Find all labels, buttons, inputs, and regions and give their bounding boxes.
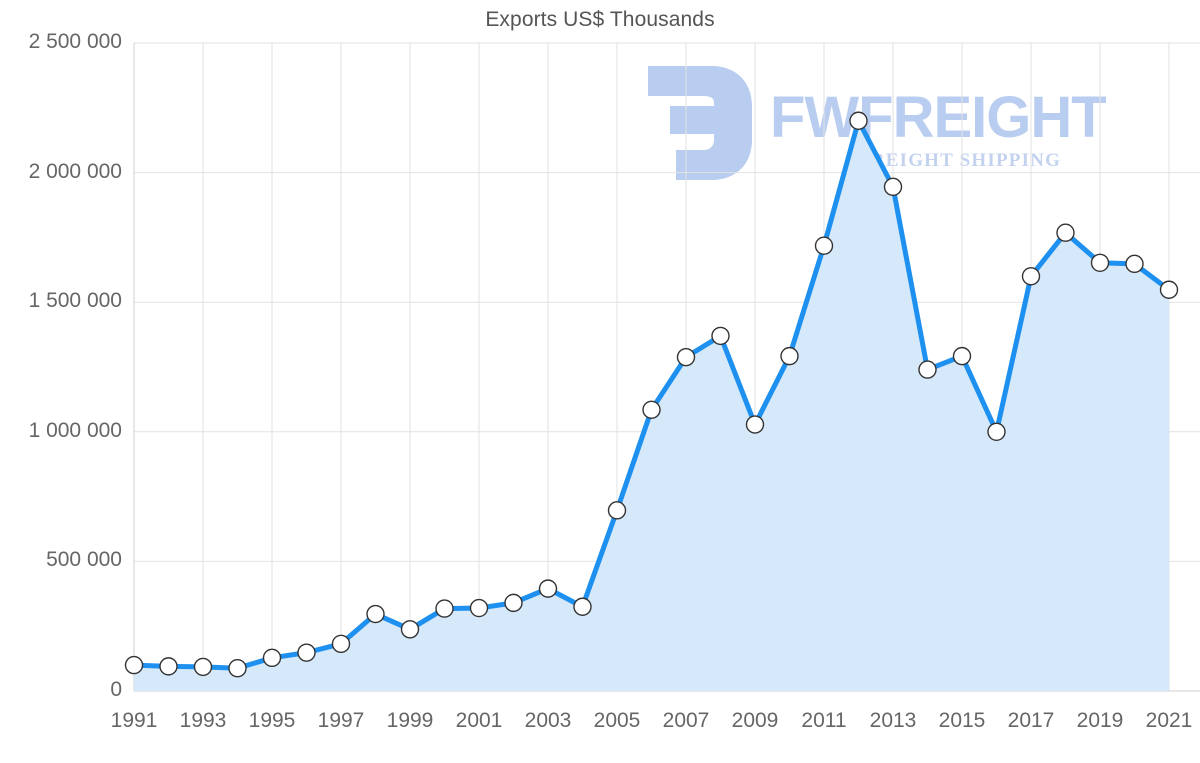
x-axis-tick-label: 1995 — [248, 709, 296, 732]
x-axis-tick-label: 2003 — [524, 709, 572, 732]
x-axis-tick-label: 1997 — [317, 709, 365, 732]
data-point-marker[interactable] — [504, 593, 523, 613]
data-point-marker[interactable] — [711, 326, 730, 346]
data-point-marker[interactable] — [1021, 267, 1041, 286]
data-point-marker[interactable] — [676, 347, 696, 367]
x-axis-tick-label: 2021 — [1145, 709, 1193, 732]
x-axis-tick-label: 2019 — [1076, 709, 1124, 732]
data-point-marker[interactable] — [366, 604, 385, 624]
data-point-marker[interactable] — [193, 657, 213, 677]
y-axis-tick-label: 1 500 000 — [28, 289, 122, 313]
x-axis-tick-label: 2007 — [662, 709, 710, 732]
data-point-marker[interactable] — [814, 236, 834, 255]
data-point-marker[interactable] — [780, 346, 799, 366]
data-point-marker[interactable] — [1125, 254, 1144, 274]
data-point-marker[interactable] — [1090, 253, 1110, 273]
data-point-marker[interactable] — [400, 620, 420, 639]
data-point-marker[interactable] — [1159, 280, 1179, 299]
data-point-marker[interactable] — [435, 599, 454, 618]
data-point-marker[interactable] — [228, 658, 247, 678]
data-point-marker[interactable] — [469, 598, 489, 618]
data-point-marker[interactable] — [297, 643, 316, 662]
data-point-marker[interactable] — [262, 648, 282, 668]
data-point-marker[interactable] — [159, 657, 178, 676]
data-point-marker[interactable] — [918, 360, 937, 379]
x-axis-tick-label: 1993 — [179, 709, 227, 732]
y-axis-tick-label: 2 000 000 — [28, 159, 122, 183]
data-point-marker[interactable] — [331, 634, 351, 654]
x-axis-tick-label: 2009 — [731, 709, 779, 732]
x-axis-tick-label: 2017 — [1007, 709, 1055, 732]
data-point-marker[interactable] — [1056, 223, 1075, 242]
data-point-marker[interactable] — [952, 346, 972, 366]
x-axis-tick-label: 2011 — [801, 709, 847, 732]
data-point-marker[interactable] — [642, 400, 661, 419]
data-point-marker[interactable] — [538, 579, 558, 598]
data-point-marker[interactable] — [987, 422, 1006, 441]
y-axis-tick-label: 0 — [110, 678, 122, 701]
data-point-marker[interactable] — [607, 501, 627, 520]
data-point-marker[interactable] — [124, 655, 144, 675]
data-point-marker[interactable] — [883, 177, 903, 197]
x-axis-tick-label: 2005 — [593, 709, 641, 732]
chart-title: Exports US$ Thousands — [485, 8, 715, 31]
x-axis-tick-label: 2001 — [455, 709, 503, 732]
x-axis-tick-label: 2015 — [938, 709, 986, 732]
y-axis-tick-label: 1 000 000 — [28, 418, 122, 442]
data-point-marker[interactable] — [745, 415, 765, 434]
y-axis-tick-label: 2 500 000 — [28, 30, 122, 53]
data-points — [124, 111, 1179, 678]
y-axis-tick-label: 500 000 — [46, 548, 122, 572]
series-area-fill — [134, 120, 1169, 691]
x-axis-tick-label: 2013 — [869, 709, 917, 732]
x-axis-tick-label: 1991 — [110, 709, 158, 732]
data-point-marker[interactable] — [573, 597, 592, 616]
data-point-marker[interactable] — [849, 111, 868, 130]
x-axis-tick-label: 1999 — [386, 709, 434, 732]
